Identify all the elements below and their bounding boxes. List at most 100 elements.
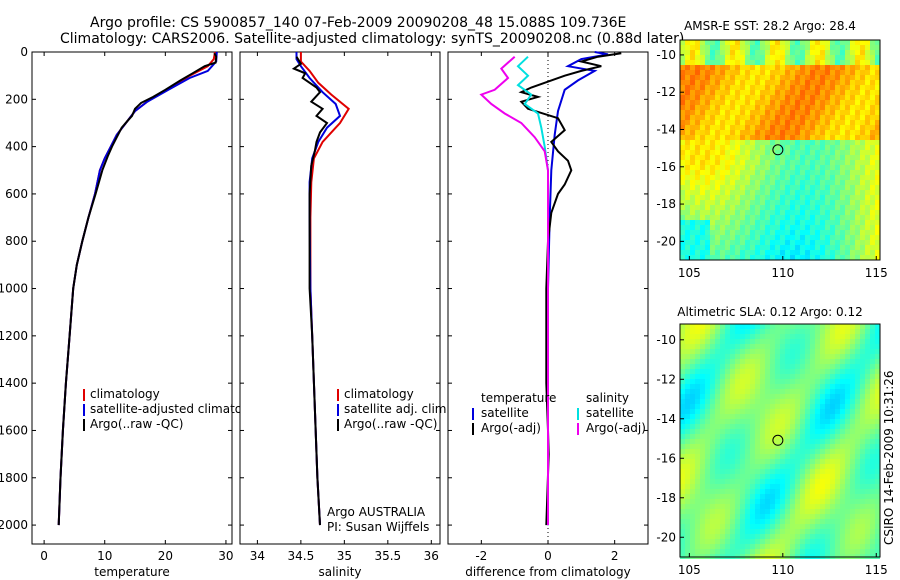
map-cell: [825, 240, 830, 245]
map-cell: [700, 339, 705, 344]
map-cell: [875, 135, 880, 140]
map-cell: [680, 394, 685, 399]
map-cell: [795, 250, 800, 255]
map-cell: [830, 404, 835, 409]
map-cell: [680, 175, 685, 180]
map-cell: [830, 90, 835, 95]
map-cell: [735, 394, 740, 399]
map-cell: [730, 499, 735, 504]
map-cell: [705, 215, 710, 220]
map-cell: [760, 534, 765, 539]
map-cell: [785, 529, 790, 534]
map-cell: [825, 90, 830, 95]
map-cell: [730, 489, 735, 494]
map-cell: [685, 434, 690, 439]
map-cell: [685, 45, 690, 50]
map-cell: [815, 344, 820, 349]
map-cell: [705, 479, 710, 484]
map-cell: [730, 334, 735, 339]
map-cell: [850, 434, 855, 439]
map-cell: [805, 175, 810, 180]
map-cell: [795, 484, 800, 489]
map-cell: [865, 130, 870, 135]
map-cell: [715, 255, 720, 260]
map-cell: [875, 369, 880, 374]
map-cell: [685, 364, 690, 369]
map-cell: [680, 449, 685, 454]
map-cell: [745, 115, 750, 120]
x-tick-label: 0: [40, 549, 48, 563]
map-cell: [775, 245, 780, 250]
map-cell: [745, 135, 750, 140]
map-cell: [855, 75, 860, 80]
map-cell: [840, 125, 845, 130]
map-cell: [810, 329, 815, 334]
map-cell: [835, 85, 840, 90]
map-cell: [850, 349, 855, 354]
map-cell: [855, 195, 860, 200]
map-cell: [690, 40, 695, 45]
map-cell: [690, 469, 695, 474]
map-cell: [835, 399, 840, 404]
map-cell: [775, 215, 780, 220]
map-cell: [835, 40, 840, 45]
map-cell: [750, 429, 755, 434]
map-cell: [800, 105, 805, 110]
map-cell: [770, 200, 775, 205]
map-cell: [850, 444, 855, 449]
map-cell: [685, 534, 690, 539]
map-cell: [700, 150, 705, 155]
map-cell: [840, 80, 845, 85]
map-cell: [775, 50, 780, 55]
map-cell: [805, 369, 810, 374]
map-cell: [735, 424, 740, 429]
legend-label: Argo(-adj): [481, 421, 541, 435]
map-cell: [705, 95, 710, 100]
map-cell: [700, 240, 705, 245]
map-cell: [750, 175, 755, 180]
map-cell: [730, 539, 735, 544]
map-cell: [695, 394, 700, 399]
map-cell: [735, 140, 740, 145]
y-tick-label: 1000: [0, 282, 28, 296]
map-cell: [770, 215, 775, 220]
map-cell: [790, 539, 795, 544]
map-cell: [735, 170, 740, 175]
map-cell: [755, 344, 760, 349]
map-cell: [865, 255, 870, 260]
map-cell: [870, 404, 875, 409]
map-cell: [740, 324, 745, 329]
map-cell: [700, 394, 705, 399]
y-tick-label: 0: [20, 45, 28, 59]
map-cell: [745, 384, 750, 389]
map-cell: [875, 205, 880, 210]
map-cell: [830, 374, 835, 379]
map-cell: [810, 339, 815, 344]
map-cell: [705, 484, 710, 489]
map-cell: [720, 369, 725, 374]
y-tick-label: -20: [656, 234, 676, 248]
map-cell: [690, 145, 695, 150]
map-cell: [705, 494, 710, 499]
map-cell: [870, 165, 875, 170]
map-cell: [800, 374, 805, 379]
map-cell: [825, 389, 830, 394]
map-cell: [860, 404, 865, 409]
map-cell: [800, 354, 805, 359]
map-cell: [705, 115, 710, 120]
map-cell: [750, 434, 755, 439]
map-cell: [865, 494, 870, 499]
map-cell: [785, 374, 790, 379]
map-cell: [820, 75, 825, 80]
map-cell: [715, 324, 720, 329]
map-cell: [825, 434, 830, 439]
map-cell: [780, 349, 785, 354]
map-cell: [790, 334, 795, 339]
map-cell: [790, 489, 795, 494]
map-cell: [715, 399, 720, 404]
map-cell: [790, 160, 795, 165]
map-cell: [815, 339, 820, 344]
map-cell: [750, 50, 755, 55]
map-cell: [850, 529, 855, 534]
map-cell: [770, 519, 775, 524]
